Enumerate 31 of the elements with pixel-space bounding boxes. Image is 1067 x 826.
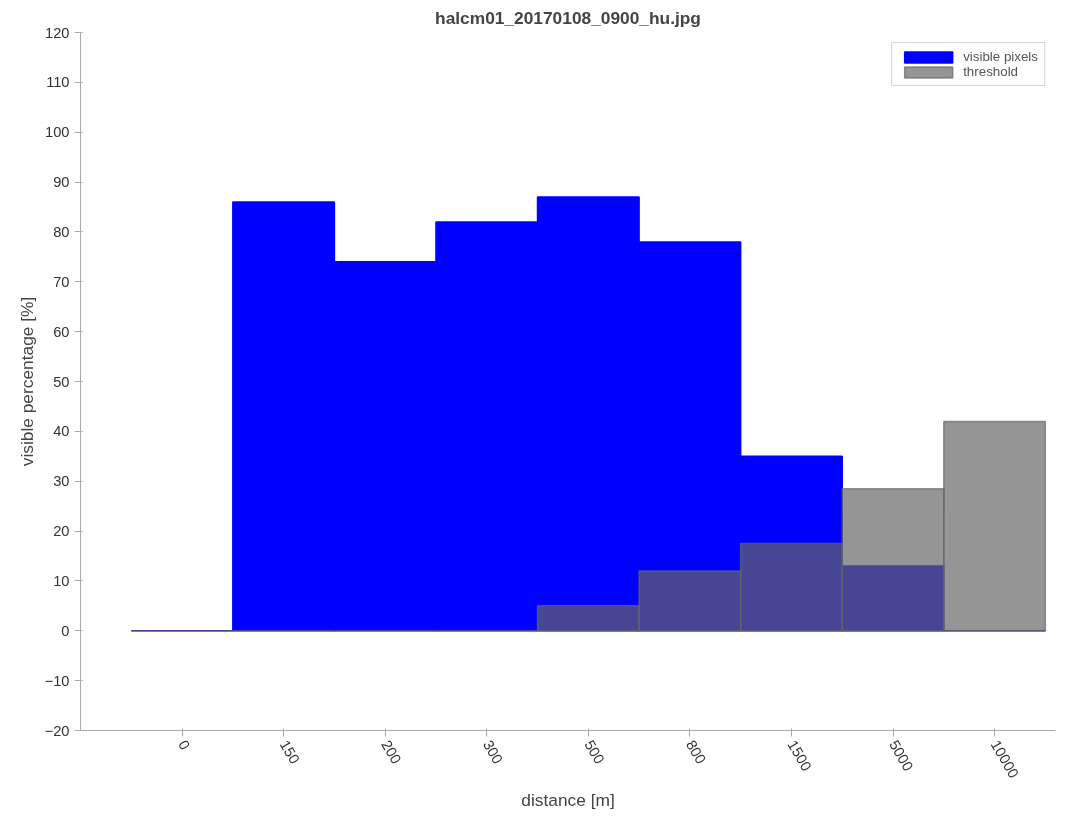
y-tick-label: 10 [53,572,70,589]
bar [739,542,843,632]
y-tick-label: 30 [53,473,70,490]
y-tick-label: 80 [53,223,70,240]
y-tick-label: 20 [53,523,70,540]
y-tick-label: 90 [53,174,70,191]
x-axis-title: distance [m] [521,789,615,810]
bar [943,420,1047,632]
y-tick-label: −10 [44,672,70,689]
y-tick-label: 40 [53,423,70,440]
y-tick-label: 50 [53,373,70,390]
y-tick-label: 60 [53,323,70,340]
y-tick-label: 100 [45,124,70,141]
y-tick-label: 110 [46,74,70,91]
chart-title: halcm01_20170108_0900_hu.jpg [435,7,701,28]
x-tick-label: 0 [175,737,194,753]
y-tick-label: 120 [45,24,70,41]
legend-label: visible pixels [963,49,1038,64]
x-tick-label: 500 [581,737,608,767]
bar [638,570,742,632]
y-tick-label: −20 [44,722,70,739]
y-tick-label: 0 [61,622,70,639]
x-tick-label: 300 [479,737,506,767]
x-tick-label: 200 [378,737,405,767]
legend-label: threshold [963,64,1019,79]
bar [841,487,945,632]
y-axis-title: visible percentage [%] [16,296,37,467]
x-tick-label: 800 [682,737,710,767]
y-tick-label: 70 [53,273,70,290]
bar [536,605,640,632]
x-tick-label: 150 [276,737,303,767]
